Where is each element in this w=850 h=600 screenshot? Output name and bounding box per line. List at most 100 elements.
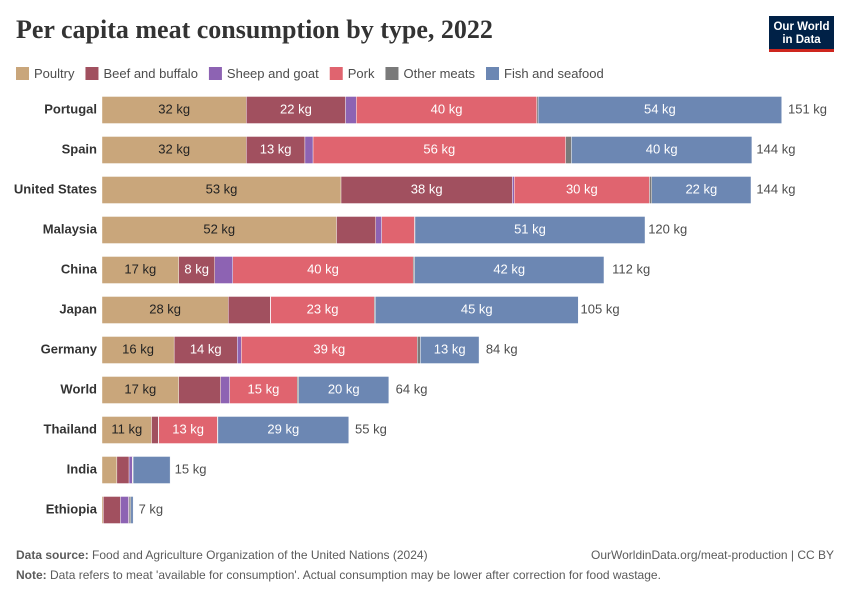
bar-segment [649, 176, 652, 204]
bar-segment [116, 456, 130, 484]
segment-label: 56 kg [423, 141, 455, 156]
total-label: 112 kg [612, 261, 650, 276]
category-label: Malaysia [43, 221, 98, 236]
segment-label: 23 kg [307, 301, 339, 316]
segment-label: 54 kg [644, 101, 676, 116]
segment-label: 22 kg [685, 181, 717, 196]
segment-label: 30 kg [566, 181, 598, 196]
total-label: 7 kg [139, 501, 164, 516]
bar-segment [356, 96, 537, 124]
segment-label: 32 kg [158, 141, 190, 156]
category-label: Portugal [44, 101, 97, 116]
segment-label: 32 kg [158, 101, 190, 116]
legend-swatch [208, 67, 222, 80]
bar-segment [536, 96, 539, 124]
segment-label: 40 kg [307, 261, 339, 276]
category-label: World [60, 381, 97, 396]
segment-label: 42 kg [493, 261, 525, 276]
note: Note: Data refers to meat 'available for… [16, 568, 661, 582]
bar-segment [103, 496, 121, 524]
bar-segment [537, 96, 782, 124]
bar-segment [237, 336, 242, 364]
bar-segment [101, 176, 342, 204]
bar-segment [178, 376, 221, 404]
source-url: OurWorldinData.org/meat-production | CC … [591, 548, 834, 562]
legend-label: Sheep and goat [227, 66, 319, 81]
total-label: 151 kg [788, 101, 827, 116]
total-label: 64 kg [396, 381, 428, 396]
legend-label: Beef and buffalo [103, 66, 197, 81]
category-label: Ethiopia [46, 501, 98, 516]
bar-segment [132, 456, 171, 484]
bar-segment [375, 216, 382, 244]
category-label: Spain [62, 141, 97, 156]
segment-label: 53 kg [206, 181, 238, 196]
legend-swatch [385, 67, 399, 80]
segment-label: 28 kg [149, 301, 181, 316]
note-label: Note: [16, 568, 47, 582]
total-label: 144 kg [756, 181, 795, 196]
total-label: 15 kg [175, 461, 207, 476]
legend-label: Fish and seafood [504, 66, 604, 81]
legend-swatch [329, 67, 343, 80]
category-label: China [61, 261, 98, 276]
legend-swatch [486, 67, 499, 80]
bar-segment [101, 296, 229, 324]
segment-label: 40 kg [431, 101, 463, 116]
segment-label: 38 kg [411, 181, 443, 196]
bar-segment [232, 256, 414, 284]
total-label: 105 kg [581, 301, 620, 316]
segment-label: 29 kg [267, 421, 299, 436]
bar-segment [101, 256, 179, 284]
bar-segment [270, 296, 375, 324]
note-text: Data refers to meat 'available for consu… [50, 568, 661, 582]
segment-label: 51 kg [514, 221, 546, 236]
bar-segment [130, 496, 134, 524]
bar-segment [128, 496, 132, 524]
segment-label: 13 kg [172, 421, 204, 436]
legend-label: Pork [348, 66, 375, 81]
bar-segment [336, 216, 376, 244]
bar-segment [417, 336, 421, 364]
segment-label: 39 kg [313, 341, 345, 356]
segment-label: 11 kg [111, 421, 142, 436]
bar-segment [414, 256, 605, 284]
logo-underline [769, 49, 834, 52]
segment-label: 17 kg [124, 261, 156, 276]
bar-segment [375, 296, 579, 324]
bar-segment [101, 336, 175, 364]
source: Data source: Food and Agriculture Organi… [16, 548, 428, 562]
category-label: Germany [41, 341, 98, 356]
bar-segment [412, 256, 415, 284]
bar-segment [514, 176, 650, 204]
legend-swatch [16, 67, 29, 80]
bar-segment [101, 216, 337, 244]
bar-segment [178, 256, 215, 284]
category-label: Japan [59, 301, 97, 316]
segment-label: 16 kg [122, 341, 154, 356]
bar-segment [173, 336, 238, 364]
bar-segment [220, 376, 230, 404]
bar-segment [120, 496, 129, 524]
bar-segment [565, 136, 572, 164]
bar-segment [571, 136, 753, 164]
segment-label: 13 kg [260, 141, 292, 156]
bar-segment [101, 376, 179, 404]
chart-title: Per capita meat consumption by type, 202… [16, 15, 493, 44]
segment-label: 14 kg [190, 341, 222, 356]
bar-segment [381, 216, 415, 244]
bar-segment [512, 176, 515, 204]
bar-segment [297, 376, 299, 404]
bar-segment [229, 376, 298, 404]
total-label: 84 kg [486, 341, 518, 356]
total-label: 120 kg [648, 221, 687, 236]
bar-segment [101, 96, 247, 124]
bar-segment [345, 96, 357, 124]
logo-text: in Data [782, 34, 821, 46]
bar-segment [101, 136, 247, 164]
bar-segment [298, 376, 390, 404]
bar-segment [420, 336, 480, 364]
segment-label: 8 kg [184, 261, 209, 276]
bar-segment [241, 336, 418, 364]
